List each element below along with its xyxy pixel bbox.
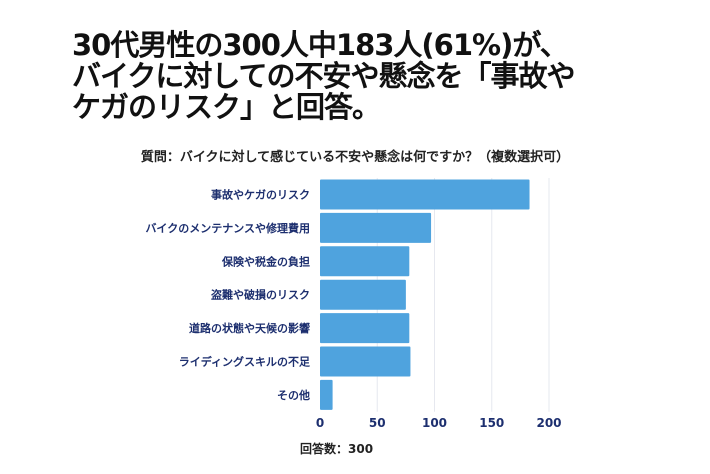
category-label: 事故やケガのリスク	[211, 188, 310, 202]
bar	[320, 279, 406, 310]
respondent-count: 回答数：300	[300, 442, 374, 456]
bar	[320, 313, 410, 344]
bar	[320, 246, 410, 277]
headline-line: 30代男性の300人中183人(61%)が、	[72, 28, 569, 62]
category-label: その他	[277, 388, 310, 402]
category-label: 保険や税金の負担	[221, 254, 310, 268]
x-tick-label: 200	[536, 416, 561, 430]
bar	[320, 346, 411, 377]
bar	[320, 379, 333, 410]
headline: 30代男性の300人中183人(61%)が、 バイクに対しての不安や懸念を「事故…	[72, 28, 576, 124]
x-tick-label: 100	[422, 416, 447, 430]
bar	[320, 212, 432, 243]
category-label: 盗難や破損のリスク	[211, 288, 310, 302]
bar	[320, 179, 530, 210]
category-label: ライディングスキルの不足	[179, 355, 311, 369]
x-tick-label: 0	[316, 416, 324, 430]
x-tick-label: 150	[479, 416, 504, 430]
category-label: バイクのメンテナンスや修理費用	[145, 221, 310, 235]
category-label: 道路の状態や天候の影響	[189, 321, 310, 335]
x-tick-label: 50	[369, 416, 386, 430]
chart-title: 質問：バイクに対して感じている不安や懸念は何ですか？（複数選択可）	[140, 150, 570, 165]
headline-line: ケガのリスク」と回答。	[72, 90, 381, 124]
headline-line: バイクに対しての不安や懸念を「事故や	[72, 59, 576, 93]
